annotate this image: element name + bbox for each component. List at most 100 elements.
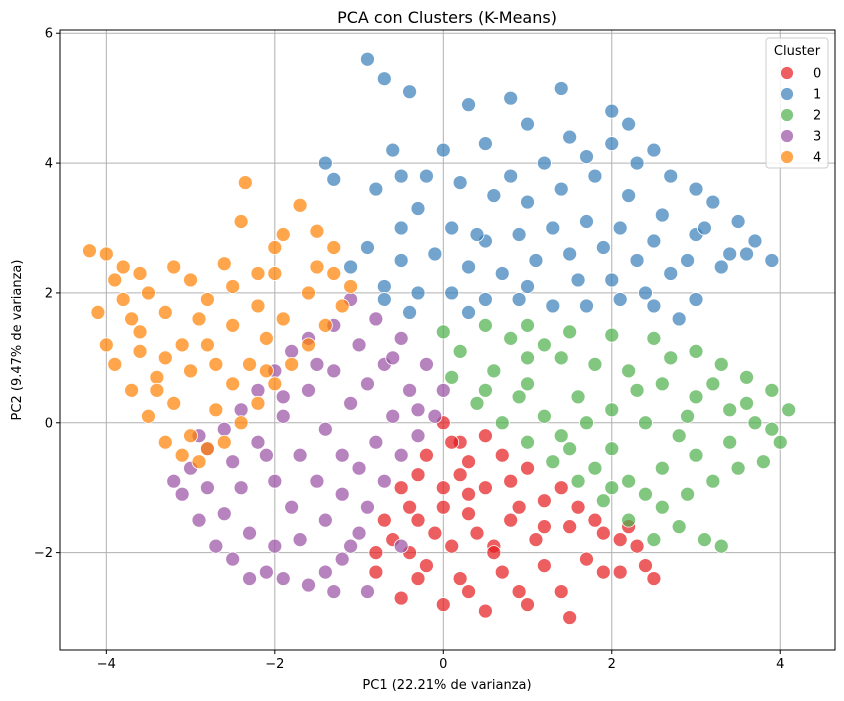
point-cluster-1-0	[360, 51, 375, 67]
point-cluster-3-60	[385, 350, 401, 366]
point-cluster-4-9	[157, 434, 173, 450]
point-cluster-2-6	[688, 343, 704, 359]
point-cluster-2-42	[621, 473, 637, 489]
point-cluster-0-8	[520, 460, 535, 476]
point-cluster-3-33	[385, 408, 401, 424]
point-cluster-1-30	[587, 168, 603, 184]
point-cluster-4-33	[267, 376, 283, 392]
point-cluster-0-48	[376, 512, 392, 528]
legend-marker-1	[780, 87, 794, 101]
point-cluster-0-14	[368, 545, 384, 561]
point-cluster-2-65	[520, 376, 535, 392]
legend-marker-3	[780, 129, 794, 143]
x-tick-label-4: 4	[776, 657, 784, 672]
point-cluster-2-13	[730, 460, 746, 476]
point-cluster-3-49	[317, 421, 333, 437]
point-cluster-1-66	[671, 311, 687, 327]
x-tick-label-2: 0	[439, 657, 447, 672]
point-cluster-1-80	[697, 220, 712, 236]
axis-ticks: −4 −2 0 2 4 −2 0 2 4 6	[34, 27, 785, 672]
point-cluster-2-52	[604, 441, 620, 457]
point-cluster-3-32	[402, 382, 417, 398]
point-cluster-4-21	[225, 279, 241, 294]
point-cluster-4-23	[267, 240, 283, 255]
point-cluster-4-29	[334, 298, 350, 314]
point-cluster-2-16	[654, 499, 670, 515]
series-0	[368, 415, 662, 625]
legend-label-4: 4	[813, 151, 821, 166]
point-cluster-2-32	[553, 350, 569, 366]
legend-label-1: 1	[813, 88, 821, 103]
point-cluster-1-46	[663, 266, 679, 281]
y-tick-label-4: 6	[45, 27, 53, 42]
point-cluster-2-39	[722, 434, 738, 450]
point-cluster-3-16	[242, 571, 257, 586]
point-cluster-1-53	[427, 246, 443, 262]
point-cluster-0-55	[427, 525, 443, 541]
point-cluster-0-52	[595, 525, 611, 541]
point-cluster-1-29	[621, 188, 637, 203]
legend-title: Cluster	[774, 44, 821, 59]
point-cluster-4-38	[208, 402, 224, 418]
point-cluster-2-18	[697, 532, 712, 548]
point-cluster-0-38	[562, 610, 578, 625]
point-cluster-1-39	[511, 227, 527, 242]
point-cluster-3-5	[427, 408, 443, 424]
point-cluster-1-76	[393, 220, 409, 236]
point-cluster-2-0	[435, 324, 451, 340]
series-3	[166, 292, 451, 599]
point-cluster-1-5	[553, 81, 569, 96]
point-cluster-3-35	[351, 460, 367, 476]
point-cluster-0-30	[435, 597, 451, 612]
point-cluster-4-58	[115, 292, 131, 307]
point-cluster-1-31	[553, 181, 569, 197]
point-cluster-3-34	[368, 434, 384, 450]
point-cluster-3-12	[317, 564, 333, 580]
point-cluster-4-10	[174, 447, 190, 463]
point-cluster-1-54	[393, 253, 409, 268]
point-cluster-4-35	[233, 415, 249, 431]
point-cluster-4-2	[115, 259, 131, 275]
point-cluster-1-37	[444, 220, 460, 236]
point-cluster-4-1	[98, 246, 114, 262]
point-cluster-4-24	[275, 227, 291, 242]
point-cluster-1-62	[545, 298, 561, 314]
point-cluster-1-74	[688, 292, 704, 307]
point-cluster-1-28	[654, 207, 670, 223]
point-cluster-4-4	[90, 305, 106, 320]
point-cluster-2-64	[680, 408, 695, 424]
point-cluster-0-34	[595, 564, 611, 580]
point-cluster-2-49	[604, 402, 620, 418]
point-cluster-0-7	[478, 480, 493, 496]
point-cluster-4-28	[343, 279, 359, 294]
point-cluster-4-52	[216, 256, 232, 272]
point-cluster-2-46	[511, 389, 527, 405]
point-cluster-3-24	[233, 402, 249, 418]
point-cluster-3-19	[191, 512, 207, 528]
point-cluster-4-61	[208, 356, 224, 372]
point-cluster-1-52	[461, 259, 476, 275]
point-cluster-2-7	[713, 356, 729, 372]
point-cluster-4-40	[242, 356, 257, 372]
point-cluster-2-44	[562, 441, 578, 457]
series-2	[435, 317, 797, 554]
point-cluster-3-17	[225, 551, 241, 567]
point-cluster-0-25	[494, 564, 510, 580]
x-tick-label-3: 2	[608, 657, 616, 672]
point-cluster-0-39	[511, 584, 527, 599]
grid-lines	[60, 30, 835, 650]
point-cluster-0-32	[520, 597, 535, 612]
point-cluster-2-25	[520, 434, 535, 450]
point-cluster-4-56	[301, 285, 316, 301]
point-cluster-1-48	[595, 240, 611, 255]
point-cluster-0-29	[393, 590, 409, 606]
legend-label-2: 2	[813, 109, 821, 124]
point-cluster-3-20	[174, 486, 190, 502]
point-cluster-2-27	[469, 395, 485, 411]
point-cluster-2-20	[646, 532, 662, 548]
point-cluster-4-3	[107, 272, 123, 288]
point-cluster-1-49	[562, 246, 578, 262]
point-cluster-3-43	[225, 454, 241, 470]
point-cluster-1-6	[604, 103, 620, 119]
